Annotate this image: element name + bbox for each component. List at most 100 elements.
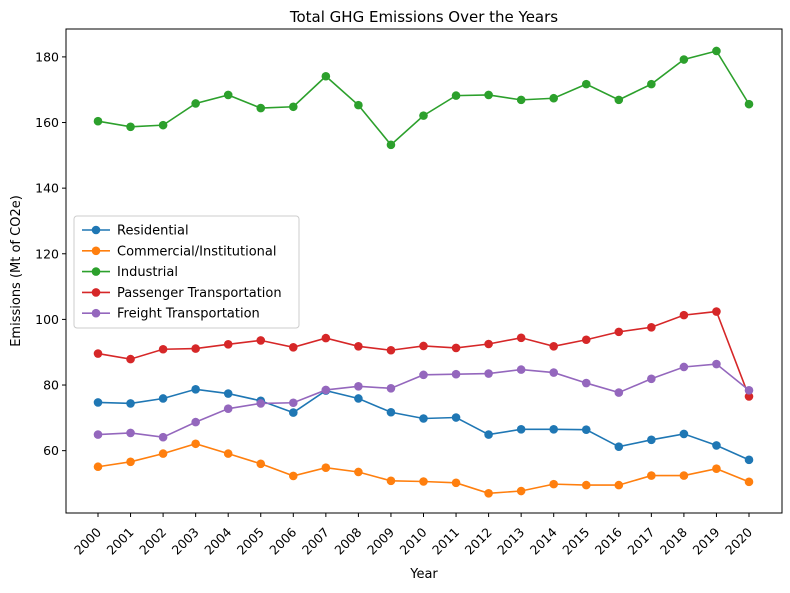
data-point bbox=[93, 430, 103, 439]
series-freight-transportation bbox=[93, 359, 754, 442]
x-tick-label: 2002 bbox=[136, 525, 169, 558]
data-point bbox=[126, 428, 135, 438]
data-point bbox=[484, 489, 493, 498]
series-industrial bbox=[93, 46, 754, 150]
data-point bbox=[679, 55, 689, 64]
data-point bbox=[93, 462, 103, 472]
data-point bbox=[256, 459, 266, 469]
y-tick-label: 140 bbox=[35, 181, 59, 196]
data-point bbox=[223, 449, 233, 458]
x-tick-label: 2016 bbox=[592, 524, 625, 557]
legend-entry: Industrial bbox=[117, 265, 178, 280]
data-point bbox=[158, 120, 168, 130]
data-point bbox=[647, 471, 656, 480]
data-point bbox=[419, 341, 428, 351]
x-tick-label: 2006 bbox=[266, 524, 299, 557]
data-point bbox=[581, 425, 591, 434]
data-point bbox=[354, 394, 363, 403]
data-point bbox=[647, 322, 656, 332]
data-point bbox=[614, 95, 624, 105]
data-point bbox=[451, 369, 461, 379]
y-tick-label: 100 bbox=[35, 312, 59, 327]
data-point bbox=[223, 404, 233, 413]
x-tick-label: 2009 bbox=[364, 524, 397, 557]
data-point bbox=[647, 435, 656, 445]
series-line bbox=[97, 442, 750, 495]
data-point bbox=[158, 344, 168, 354]
data-point bbox=[712, 464, 721, 474]
x-tick-label: 2010 bbox=[397, 524, 430, 557]
data-point bbox=[289, 408, 298, 417]
data-point bbox=[386, 384, 396, 393]
data-point bbox=[354, 382, 363, 391]
data-point bbox=[191, 99, 200, 108]
x-tick-label: 2013 bbox=[494, 525, 527, 558]
data-point bbox=[451, 91, 461, 100]
data-point bbox=[191, 439, 200, 449]
data-point bbox=[581, 335, 591, 345]
data-point bbox=[581, 480, 591, 490]
x-tick-label: 2007 bbox=[299, 525, 332, 558]
data-point bbox=[516, 365, 526, 374]
data-point bbox=[744, 477, 754, 487]
data-point bbox=[126, 354, 135, 364]
data-point bbox=[484, 339, 493, 349]
y-axis: 60 80 100 120 140 160 180 bbox=[35, 49, 66, 458]
legend-swatch-marker bbox=[91, 288, 101, 297]
x-tick-label: 2001 bbox=[104, 525, 137, 558]
data-point bbox=[386, 476, 396, 486]
data-point bbox=[256, 103, 266, 113]
x-tick-label: 2018 bbox=[657, 524, 690, 557]
data-point bbox=[679, 471, 689, 480]
x-tick-label: 2004 bbox=[201, 524, 234, 557]
data-point bbox=[289, 471, 298, 481]
data-point bbox=[516, 333, 526, 343]
y-axis-label: Emissions (Mt of CO2e) bbox=[9, 195, 24, 347]
data-point bbox=[321, 385, 331, 395]
y-tick-label: 80 bbox=[43, 378, 59, 393]
data-point bbox=[158, 432, 168, 442]
legend-swatch-marker bbox=[91, 308, 101, 318]
data-point bbox=[549, 479, 558, 489]
data-point bbox=[679, 310, 689, 320]
legend-swatch-marker bbox=[91, 246, 101, 256]
data-point bbox=[647, 374, 656, 384]
data-point bbox=[614, 388, 624, 397]
legend-swatch-marker bbox=[91, 225, 101, 235]
data-point bbox=[93, 398, 103, 407]
data-point bbox=[289, 342, 298, 352]
data-point bbox=[354, 100, 363, 110]
x-tick-label: 2014 bbox=[527, 524, 560, 557]
legend-entry: Commercial/Institutional bbox=[117, 244, 277, 259]
data-point bbox=[191, 384, 200, 394]
data-point bbox=[93, 349, 103, 358]
data-point bbox=[354, 467, 363, 477]
data-point bbox=[289, 102, 298, 112]
data-point bbox=[484, 369, 493, 378]
x-axis-label: Year bbox=[409, 567, 438, 582]
x-tick-label: 2003 bbox=[169, 525, 202, 558]
data-point bbox=[647, 79, 656, 89]
data-point bbox=[386, 345, 396, 355]
data-point bbox=[321, 333, 331, 343]
series-commercial-institutional bbox=[93, 439, 754, 498]
data-point bbox=[744, 392, 754, 401]
data-point bbox=[516, 425, 526, 434]
data-point bbox=[744, 455, 754, 465]
y-tick-label: 60 bbox=[43, 443, 59, 458]
y-tick-label: 180 bbox=[35, 49, 59, 64]
x-tick-label: 2020 bbox=[722, 524, 755, 557]
y-tick-label: 120 bbox=[35, 246, 59, 261]
data-point bbox=[126, 399, 135, 408]
x-tick-label: 2011 bbox=[429, 525, 462, 558]
data-point bbox=[321, 71, 331, 81]
x-tick-label: 2005 bbox=[234, 525, 267, 558]
data-point bbox=[451, 343, 461, 353]
data-point bbox=[223, 340, 233, 349]
data-point bbox=[321, 463, 331, 473]
data-point bbox=[386, 140, 396, 150]
data-point bbox=[712, 359, 721, 369]
data-point bbox=[419, 414, 428, 423]
x-tick-label: 2000 bbox=[71, 524, 104, 557]
